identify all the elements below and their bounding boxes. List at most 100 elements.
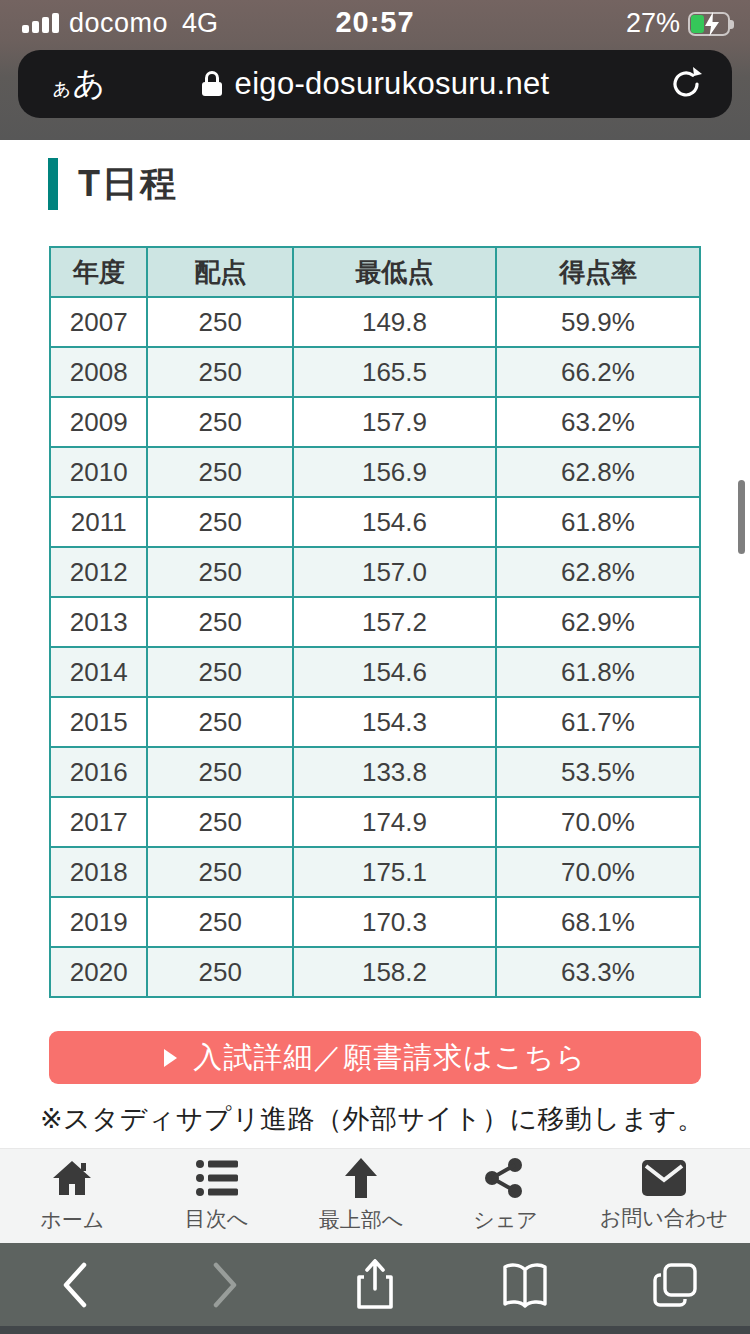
table-cell: 2012	[50, 547, 147, 597]
play-triangle-icon	[164, 1049, 177, 1067]
table-cell: 250	[147, 597, 293, 647]
column-header: 得点率	[496, 247, 700, 297]
table-row: 2015250154.361.7%	[50, 697, 700, 747]
table-cell: 175.1	[293, 847, 496, 897]
table-cell: 62.8%	[496, 447, 700, 497]
table-cell: 157.0	[293, 547, 496, 597]
table-row: 2008250165.566.2%	[50, 347, 700, 397]
status-right: 27%	[626, 8, 734, 39]
table-cell: 250	[147, 797, 293, 847]
table-cell: 2013	[50, 597, 147, 647]
column-header: 配点	[147, 247, 293, 297]
url-text: eigo-dosurukosuru.net	[235, 66, 550, 102]
battery-percent-label: 27%	[626, 8, 680, 39]
table-cell: 250	[147, 697, 293, 747]
section-heading: T日程	[48, 158, 750, 210]
table-cell: 250	[147, 897, 293, 947]
exam-results-table: 年度配点最低点得点率 2007250149.859.9%2008250165.5…	[49, 246, 701, 998]
table-cell: 61.8%	[496, 497, 700, 547]
table-cell: 154.3	[293, 697, 496, 747]
reload-icon[interactable]	[666, 64, 706, 104]
bookmarks-button[interactable]	[497, 1257, 553, 1313]
arrow-up-icon	[343, 1158, 379, 1198]
tabs-button[interactable]	[647, 1257, 703, 1313]
back-button[interactable]	[47, 1257, 103, 1313]
table-cell: 53.5%	[496, 747, 700, 797]
table-cell: 154.6	[293, 497, 496, 547]
nav-label: シェア	[473, 1206, 537, 1234]
table-cell: 165.5	[293, 347, 496, 397]
table-row: 2009250157.963.2%	[50, 397, 700, 447]
table-cell: 250	[147, 947, 293, 997]
nav-label: 最上部へ	[319, 1206, 404, 1234]
table-cell: 66.2%	[496, 347, 700, 397]
nav-item-share[interactable]: シェア	[455, 1158, 555, 1234]
table-cell: 170.3	[293, 897, 496, 947]
table-cell: 2008	[50, 347, 147, 397]
table-row: 2012250157.062.8%	[50, 547, 700, 597]
table-cell: 250	[147, 397, 293, 447]
nav-label: ホーム	[40, 1206, 104, 1234]
table-row: 2016250133.853.5%	[50, 747, 700, 797]
table-cell: 154.6	[293, 647, 496, 697]
table-cell: 2011	[50, 497, 147, 547]
table-cell: 61.8%	[496, 647, 700, 697]
table-cell: 250	[147, 497, 293, 547]
table-row: 2019250170.368.1%	[50, 897, 700, 947]
table-cell: 2007	[50, 297, 147, 347]
table-row: 2014250154.661.8%	[50, 647, 700, 697]
application-details-button[interactable]: 入試詳細／願書請求はこちら	[49, 1031, 701, 1084]
table-cell: 2020	[50, 947, 147, 997]
bottom-edge-strip	[0, 1326, 750, 1334]
table-cell: 157.9	[293, 397, 496, 447]
table-cell: 156.9	[293, 447, 496, 497]
table-cell: 2017	[50, 797, 147, 847]
home-icon	[51, 1158, 93, 1198]
table-row: 2018250175.170.0%	[50, 847, 700, 897]
lightning-bolt-icon	[700, 11, 724, 37]
table-cell: 2009	[50, 397, 147, 447]
table-cell: 63.3%	[496, 947, 700, 997]
status-bar: docomo 4G 20:57 27%	[0, 0, 750, 45]
table-cell: 2014	[50, 647, 147, 697]
table-cell: 250	[147, 297, 293, 347]
table-cell: 250	[147, 847, 293, 897]
share-page-button[interactable]	[347, 1257, 403, 1313]
table-cell: 158.2	[293, 947, 496, 997]
site-bottom-nav: ホーム 目次へ 最上部へ シェア	[0, 1148, 750, 1243]
table-cell: 157.2	[293, 597, 496, 647]
table-cell: 149.8	[293, 297, 496, 347]
nav-label: 目次へ	[185, 1205, 249, 1233]
table-cell: 68.1%	[496, 897, 700, 947]
table-row: 2020250158.263.3%	[50, 947, 700, 997]
url-display[interactable]: eigo-dosurukosuru.net	[18, 66, 732, 102]
nav-item-home[interactable]: ホーム	[22, 1158, 122, 1234]
table-cell: 62.8%	[496, 547, 700, 597]
table-row: 2007250149.859.9%	[50, 297, 700, 347]
table-cell: 174.9	[293, 797, 496, 847]
table-cell: 250	[147, 447, 293, 497]
table-row: 2011250154.661.8%	[50, 497, 700, 547]
table-cell: 2018	[50, 847, 147, 897]
nav-item-toc[interactable]: 目次へ	[167, 1159, 267, 1233]
scrollbar-thumb[interactable]	[738, 480, 745, 554]
nav-item-to-top[interactable]: 最上部へ	[311, 1158, 411, 1234]
table-cell: 2019	[50, 897, 147, 947]
table-row: 2010250156.962.8%	[50, 447, 700, 497]
table-cell: 70.0%	[496, 797, 700, 847]
table-cell: 133.8	[293, 747, 496, 797]
cta-label: 入試詳細／願書請求はこちら	[193, 1038, 586, 1078]
nav-label: お問い合わせ	[600, 1204, 728, 1232]
address-bar[interactable]: ぁ あ eigo-dosurukosuru.net	[18, 50, 732, 118]
table-cell: 250	[147, 347, 293, 397]
table-cell: 250	[147, 547, 293, 597]
table-cell: 2016	[50, 747, 147, 797]
table-row: 2013250157.262.9%	[50, 597, 700, 647]
safari-toolbar	[0, 1243, 750, 1334]
table-row: 2017250174.970.0%	[50, 797, 700, 847]
table-cell: 62.9%	[496, 597, 700, 647]
results-table-head: 年度配点最低点得点率	[50, 247, 700, 297]
nav-item-contact[interactable]: お問い合わせ	[600, 1160, 728, 1232]
forward-button[interactable]	[197, 1257, 253, 1313]
share-icon	[485, 1158, 525, 1198]
